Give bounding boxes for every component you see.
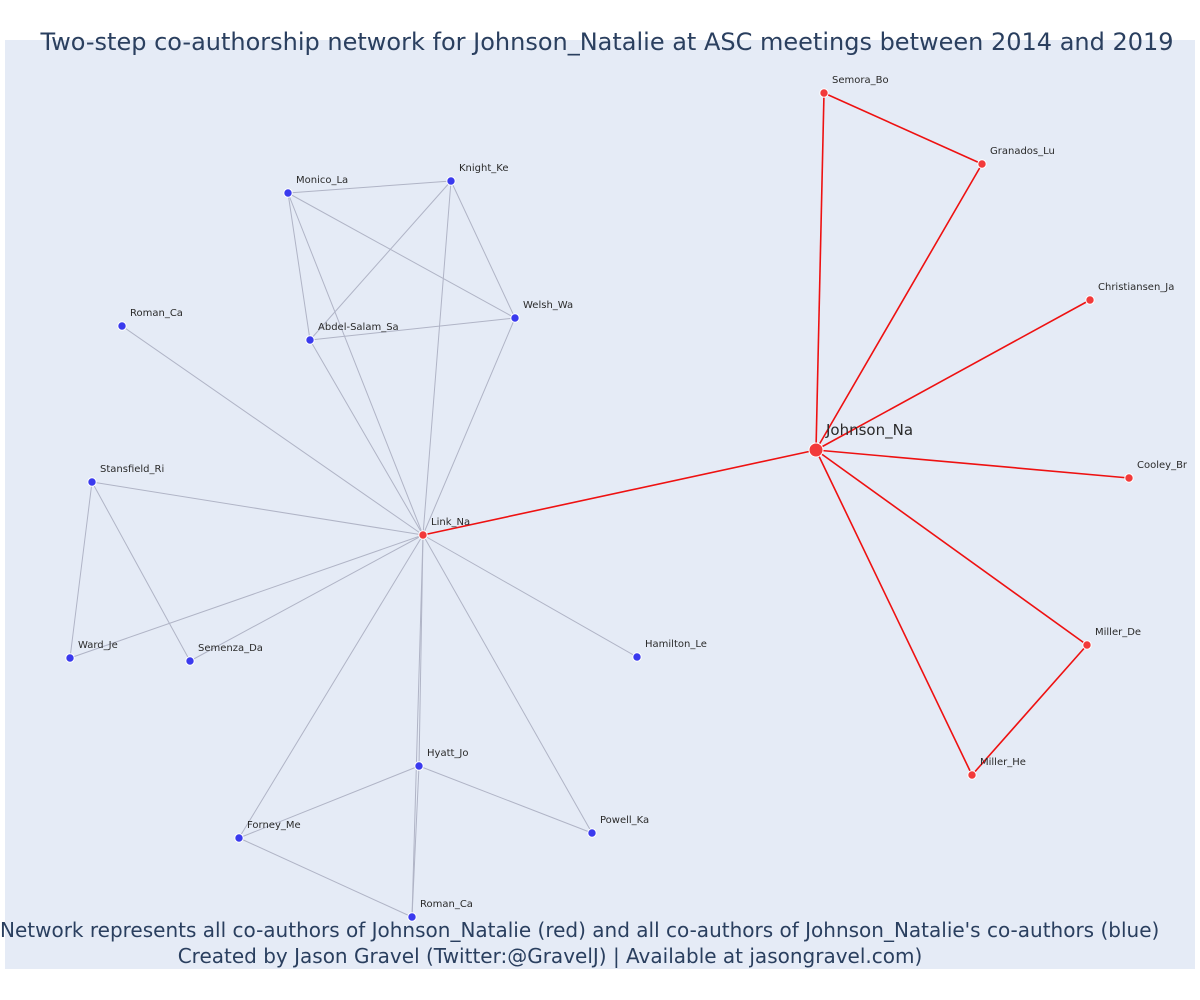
edge-welsh-link [422, 317, 516, 536]
edge-johnson-millerde [815, 449, 1088, 646]
edge-johnson-link [422, 449, 817, 536]
edge-monico-knight [287, 180, 452, 194]
node-label-forney: Forney_Me [247, 820, 301, 831]
node-granados[interactable] [977, 159, 987, 169]
node-link[interactable] [418, 530, 428, 540]
node-label-millerde: Miller_De [1095, 627, 1141, 638]
edge-powell-link [422, 534, 593, 834]
coauthorship-network: Johnson_Na Semora_Bo Granados_Lu Christians… [65, 75, 1188, 922]
node-romanca2[interactable] [407, 912, 417, 922]
labels-layer: Johnson_Na Semora_Bo Granados_Lu Christians… [78, 75, 1188, 910]
node-label-johnson: Johnson_Na [825, 421, 913, 440]
edge-stansfield-ward [69, 481, 93, 659]
node-label-powell: Powell_Ka [600, 815, 649, 826]
edges-layer [69, 92, 1130, 918]
node-label-semenza: Semenza_Da [198, 643, 263, 654]
edge-johnson-semora [815, 92, 825, 451]
caption-description: Network represents all co-authors of Joh… [0, 918, 1160, 942]
edge-semora-granados [823, 92, 983, 165]
node-label-abdel: Abdel-Salam_Sa [318, 322, 399, 333]
node-semenza[interactable] [185, 656, 195, 666]
node-label-welsh: Welsh_Wa [523, 300, 573, 311]
node-label-monico: Monico_La [296, 175, 348, 186]
edge-abdel-link [309, 339, 424, 536]
edge-stansfield-link [91, 481, 424, 536]
node-label-cooley: Cooley_Br [1137, 460, 1188, 471]
node-abdel[interactable] [305, 335, 315, 345]
chart-title: Two-step co-authorship network for Johns… [40, 28, 1174, 56]
edge-millerde-millerhe [971, 644, 1088, 776]
edge-romanca1-link [121, 325, 424, 536]
edge-monico-abdel [287, 192, 311, 341]
nodes-layer [65, 88, 1134, 922]
edge-monico-link [287, 192, 424, 536]
edge-knight-link [422, 180, 452, 536]
node-label-hyatt: Hyatt_Jo [427, 748, 468, 759]
node-forney[interactable] [234, 833, 244, 843]
edge-johnson-christiansen [815, 299, 1091, 451]
edge-johnson-millerhe [815, 449, 973, 776]
node-label-romanca1: Roman_Ca [130, 308, 183, 319]
edge-ward-link [69, 534, 424, 659]
edge-knight-abdel [309, 180, 452, 341]
edge-johnson-cooley [815, 449, 1130, 479]
edge-hyatt-forney [238, 765, 420, 839]
node-semora[interactable] [819, 88, 829, 98]
network-plot-area: Johnson_Na Semora_Bo Granados_Lu Christians… [5, 40, 1195, 969]
node-johnson[interactable] [808, 442, 824, 458]
caption-credit: Created by Jason Gravel (Twitter:@Gravel… [177, 944, 923, 968]
node-label-link: Link_Na [431, 517, 470, 528]
edge-hyatt-powell [418, 765, 593, 834]
edge-hamilton-link [422, 534, 638, 658]
node-label-romanca2: Roman_Ca [420, 899, 473, 910]
edge-forney-link [238, 534, 424, 839]
node-label-christiansen: Christiansen_Ja [1098, 282, 1174, 293]
node-welsh[interactable] [510, 313, 520, 323]
edge-forney-romanca2 [238, 837, 413, 918]
node-hamilton[interactable] [632, 652, 642, 662]
node-label-ward: Ward_Je [78, 640, 118, 651]
edge-monico-welsh [287, 192, 516, 319]
node-ward[interactable] [65, 653, 75, 663]
node-label-millerhe: Miller_He [980, 757, 1026, 768]
node-label-knight: Knight_Ke [459, 163, 509, 174]
node-hyatt[interactable] [414, 761, 424, 771]
edge-romanca2-link [411, 534, 424, 918]
node-millerde[interactable] [1082, 640, 1092, 650]
node-label-semora: Semora_Bo [832, 75, 889, 86]
edge-abdel-welsh [309, 317, 516, 341]
node-christiansen[interactable] [1085, 295, 1095, 305]
node-label-granados: Granados_Lu [990, 146, 1055, 157]
node-romanca1[interactable] [117, 321, 127, 331]
node-millerhe[interactable] [967, 770, 977, 780]
edge-johnson-granados [815, 163, 983, 451]
node-powell[interactable] [587, 828, 597, 838]
edge-stansfield-semenza [91, 481, 191, 662]
node-cooley[interactable] [1124, 473, 1134, 483]
edge-knight-welsh [450, 180, 516, 319]
node-label-hamilton: Hamilton_Le [645, 639, 707, 650]
node-knight[interactable] [446, 176, 456, 186]
edge-semenza-link [189, 534, 424, 662]
node-monico[interactable] [283, 188, 293, 198]
node-label-stansfield: Stansfield_Ri [100, 464, 164, 475]
node-stansfield[interactable] [87, 477, 97, 487]
